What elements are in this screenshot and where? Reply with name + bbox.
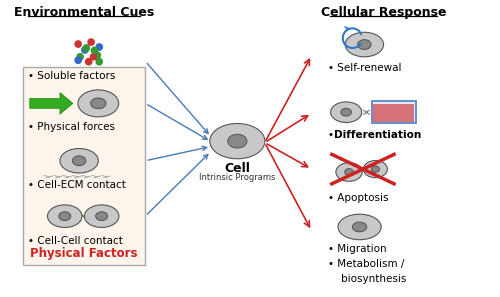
Ellipse shape xyxy=(78,90,118,117)
Text: Environmental Cues: Environmental Cues xyxy=(14,6,154,19)
Ellipse shape xyxy=(336,163,362,181)
Text: •: • xyxy=(328,130,338,140)
Ellipse shape xyxy=(364,160,388,178)
Circle shape xyxy=(75,41,82,47)
Text: biosynthesis: biosynthesis xyxy=(342,274,406,284)
Circle shape xyxy=(75,57,82,64)
Text: • Self-renewal: • Self-renewal xyxy=(328,63,402,73)
Circle shape xyxy=(96,59,102,65)
Circle shape xyxy=(94,52,100,59)
Ellipse shape xyxy=(344,169,354,176)
Ellipse shape xyxy=(358,40,371,49)
Text: • Cell-ECM contact: • Cell-ECM contact xyxy=(28,180,126,190)
Ellipse shape xyxy=(345,32,384,57)
Ellipse shape xyxy=(96,212,108,221)
Ellipse shape xyxy=(330,102,362,122)
Ellipse shape xyxy=(60,148,98,173)
Text: Physical Factors: Physical Factors xyxy=(30,247,138,260)
FancyBboxPatch shape xyxy=(23,67,146,265)
Text: Differentiation: Differentiation xyxy=(334,130,421,140)
Text: Intrinsic Programs: Intrinsic Programs xyxy=(199,173,276,182)
Text: • Soluble factors: • Soluble factors xyxy=(28,71,115,81)
Ellipse shape xyxy=(338,214,381,240)
Ellipse shape xyxy=(59,212,70,221)
Ellipse shape xyxy=(84,205,119,228)
Ellipse shape xyxy=(90,98,106,109)
Text: • Physical forces: • Physical forces xyxy=(28,121,115,132)
Text: Cell: Cell xyxy=(224,162,250,175)
Text: • Metabolism /: • Metabolism / xyxy=(328,259,405,269)
Text: • Cell-Cell contact: • Cell-Cell contact xyxy=(28,236,122,246)
Ellipse shape xyxy=(341,108,351,116)
Ellipse shape xyxy=(48,205,82,228)
Ellipse shape xyxy=(352,222,367,232)
FancyBboxPatch shape xyxy=(373,104,414,121)
Ellipse shape xyxy=(210,124,265,159)
Ellipse shape xyxy=(72,156,86,166)
Circle shape xyxy=(92,47,98,54)
Circle shape xyxy=(90,54,96,60)
Text: Cellular Response: Cellular Response xyxy=(321,6,446,19)
Circle shape xyxy=(86,59,92,65)
Ellipse shape xyxy=(372,166,380,172)
Text: • Migration: • Migration xyxy=(328,244,387,254)
Ellipse shape xyxy=(228,134,247,148)
Circle shape xyxy=(96,44,102,50)
Circle shape xyxy=(83,45,89,51)
FancyBboxPatch shape xyxy=(372,101,416,124)
Polygon shape xyxy=(30,93,73,114)
Circle shape xyxy=(77,54,83,60)
Circle shape xyxy=(88,39,94,45)
Text: • Apoptosis: • Apoptosis xyxy=(328,193,389,203)
Circle shape xyxy=(82,47,88,53)
